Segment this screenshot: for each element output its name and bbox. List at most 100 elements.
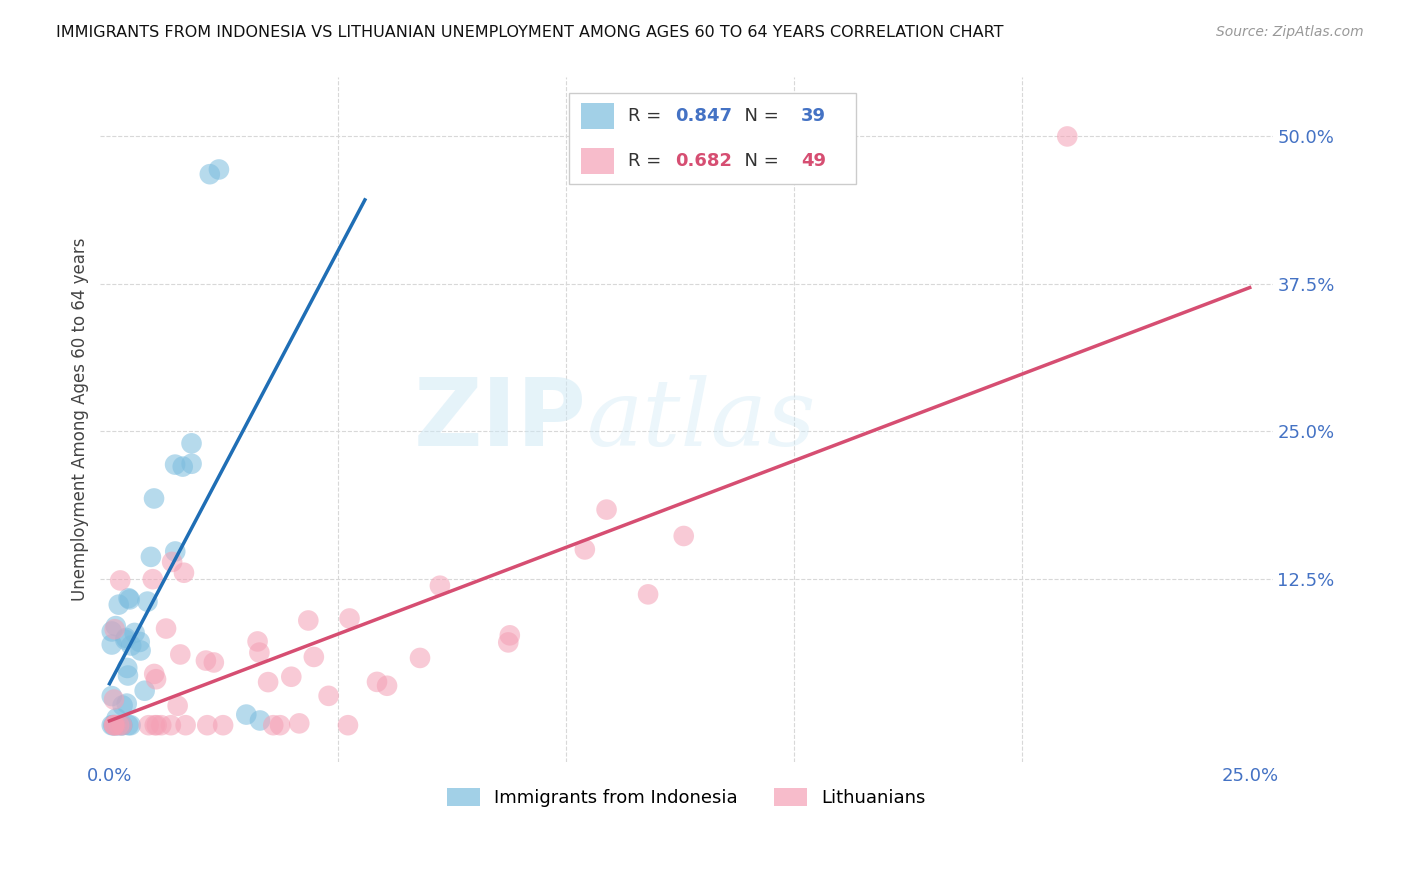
Point (429, 579, 451, 593)
Point (336, 718, 359, 732)
Text: 49: 49 (801, 152, 827, 170)
Point (111, 718, 134, 732)
Point (165, 544, 187, 558)
Point (103, 718, 125, 732)
Point (104, 619, 127, 633)
Point (143, 718, 166, 732)
Point (280, 670, 302, 684)
Point (194, 654, 217, 668)
Point (124, 626, 146, 640)
Point (269, 718, 291, 732)
Point (212, 718, 235, 732)
Point (108, 718, 131, 732)
Point (117, 591, 139, 606)
Point (1056, 129, 1078, 144)
Text: Source: ZipAtlas.com: Source: ZipAtlas.com (1216, 25, 1364, 39)
Point (288, 716, 311, 731)
Point (498, 635, 520, 649)
Y-axis label: Unemployment Among Ages 60 to 64 years: Unemployment Among Ages 60 to 64 years (72, 238, 89, 601)
Point (117, 668, 139, 682)
Text: 0.847: 0.847 (675, 107, 731, 125)
Text: R =: R = (628, 107, 666, 125)
Point (120, 639, 142, 653)
Point (111, 718, 134, 732)
Point (208, 162, 231, 177)
Point (174, 718, 197, 732)
Point (297, 614, 319, 628)
Point (202, 656, 225, 670)
Point (262, 718, 284, 732)
Point (118, 592, 141, 607)
Point (180, 436, 202, 450)
Point (103, 692, 125, 706)
Point (136, 594, 159, 608)
Point (247, 646, 270, 660)
Point (100, 624, 122, 639)
Point (166, 698, 188, 713)
Point (139, 549, 162, 564)
Text: N =: N = (734, 107, 785, 125)
Point (129, 643, 152, 657)
Text: IMMIGRANTS FROM INDONESIA VS LITHUANIAN UNEMPLOYMENT AMONG AGES 60 TO 64 YEARS C: IMMIGRANTS FROM INDONESIA VS LITHUANIAN … (56, 25, 1004, 40)
Point (114, 632, 136, 647)
Point (105, 718, 128, 732)
Point (574, 542, 596, 557)
Point (134, 683, 156, 698)
Text: N =: N = (734, 152, 785, 170)
Point (115, 661, 138, 675)
Point (115, 631, 138, 645)
Point (375, 679, 398, 693)
Point (160, 555, 183, 569)
Point (103, 718, 125, 732)
Point (117, 718, 139, 732)
Point (107, 718, 129, 732)
Point (180, 457, 202, 471)
Point (115, 697, 138, 711)
Point (160, 718, 183, 732)
Point (595, 502, 617, 516)
Point (235, 707, 257, 722)
Point (672, 529, 695, 543)
Point (100, 689, 122, 703)
Legend: Immigrants from Indonesia, Lithuanians: Immigrants from Indonesia, Lithuanians (440, 780, 932, 814)
Point (172, 459, 194, 474)
Point (104, 718, 127, 732)
FancyBboxPatch shape (569, 93, 856, 184)
Point (257, 675, 280, 690)
Point (155, 622, 177, 636)
Point (150, 718, 173, 732)
Point (499, 628, 522, 642)
Point (173, 566, 195, 580)
Point (165, 458, 187, 472)
Point (105, 711, 128, 725)
Point (111, 718, 134, 732)
Point (409, 651, 432, 665)
Point (366, 674, 388, 689)
Point (339, 611, 361, 625)
Point (138, 718, 160, 732)
FancyBboxPatch shape (581, 148, 614, 174)
Text: R =: R = (628, 152, 666, 170)
Point (103, 718, 125, 732)
Point (198, 167, 221, 181)
Point (169, 648, 191, 662)
Point (100, 718, 122, 732)
Point (637, 587, 659, 601)
Point (318, 689, 340, 703)
FancyBboxPatch shape (581, 103, 614, 128)
Point (143, 491, 166, 506)
Point (302, 649, 325, 664)
Point (111, 698, 134, 713)
Point (110, 574, 132, 588)
Point (145, 672, 167, 686)
Point (246, 634, 269, 648)
Point (100, 638, 122, 652)
Text: ZIP: ZIP (413, 374, 586, 466)
Point (145, 718, 167, 732)
Point (128, 635, 150, 649)
Text: atlas: atlas (586, 375, 817, 465)
Point (120, 718, 142, 732)
Point (143, 667, 166, 681)
Point (142, 572, 165, 586)
Text: 39: 39 (801, 107, 827, 125)
